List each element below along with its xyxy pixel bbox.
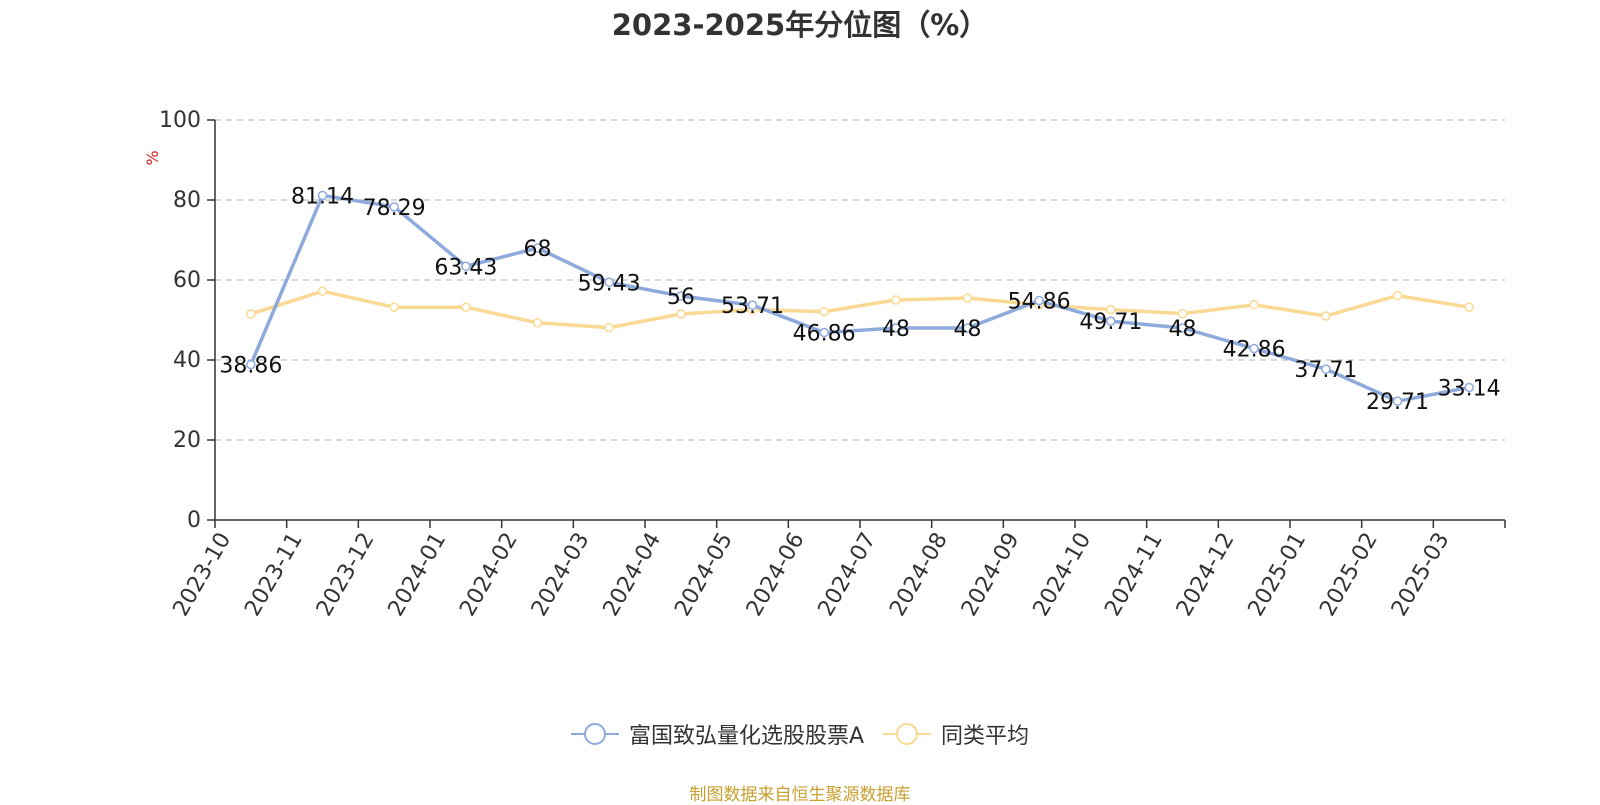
data-point[interactable]: [317, 190, 328, 201]
x-tick-label: 2024-12: [1172, 529, 1240, 621]
data-label: 78.29: [363, 196, 426, 221]
data-point[interactable]: [819, 306, 829, 317]
data-point[interactable]: [891, 323, 901, 333]
legend-label-peer-average: 同类平均: [941, 724, 1030, 749]
data-point[interactable]: [962, 293, 973, 303]
x-tick-label: 2025-02: [1315, 529, 1383, 621]
data-point[interactable]: [604, 322, 614, 333]
data-label: 54.86: [1008, 290, 1071, 315]
x-tick-label: 2024-07: [814, 529, 882, 621]
x-tick-label: 2024-08: [885, 529, 953, 621]
x-tick-label: 2024-03: [527, 529, 595, 621]
y-tick-label: 0: [187, 508, 201, 533]
data-label: 48: [882, 317, 910, 342]
data-point[interactable]: [891, 295, 901, 305]
data-point[interactable]: [1177, 308, 1188, 319]
data-label: 37.71: [1294, 358, 1357, 383]
series-lines: [246, 190, 1474, 406]
legend: 富国致弘量化选股股票A 同类平均: [0, 718, 1600, 753]
data-point[interactable]: [1464, 382, 1474, 393]
data-point[interactable]: [1392, 396, 1403, 406]
data-label: 33.14: [1438, 376, 1501, 401]
x-tick-label: 2023-12: [312, 529, 380, 621]
data-label: 48: [954, 317, 982, 342]
data-label: 53.71: [721, 294, 784, 319]
data-point[interactable]: [532, 243, 543, 253]
data-point[interactable]: [317, 286, 328, 296]
data-point[interactable]: [246, 309, 256, 319]
data-label: 46.86: [793, 322, 856, 347]
data-point[interactable]: [1321, 364, 1331, 374]
x-tick-label: 2024-05: [670, 529, 738, 621]
x-tick-label: 2024-06: [742, 529, 810, 621]
data-point[interactable]: [962, 323, 973, 333]
data-point[interactable]: [1034, 295, 1044, 306]
data-label: 81.14: [291, 184, 354, 209]
data-point[interactable]: [1392, 290, 1403, 301]
x-tick-label: 2025-03: [1387, 529, 1455, 621]
chart-title: 2023-2025年分位图（%）: [611, 8, 989, 42]
x-tick-label: 2023-11: [240, 529, 308, 621]
data-point[interactable]: [819, 327, 829, 338]
data-label: 38.86: [219, 354, 282, 379]
data-label: 56: [667, 285, 695, 310]
y-tick-label: 100: [159, 108, 201, 133]
data-point[interactable]: [1464, 302, 1474, 312]
data-point[interactable]: [246, 359, 256, 370]
legend-item-fund[interactable]: 富国致弘量化选股股票A: [570, 718, 865, 750]
x-tick-label: 2025-01: [1244, 529, 1312, 621]
x-tick-label: 2024-04: [599, 529, 667, 621]
y-tick-label: 20: [173, 428, 201, 453]
data-label: 68: [524, 237, 552, 262]
data-label: 42.86: [1223, 338, 1286, 363]
legend-label-fund: 富国致弘量化选股股票A: [628, 724, 865, 749]
data-label: 29.71: [1366, 390, 1429, 415]
data-point[interactable]: [1249, 343, 1259, 354]
data-point[interactable]: [461, 302, 471, 312]
y-tick-label: 60: [173, 268, 201, 293]
data-point[interactable]: [1106, 304, 1116, 315]
data-point[interactable]: [389, 202, 399, 212]
y-tick-label: 40: [173, 348, 201, 373]
data-point[interactable]: [461, 261, 471, 272]
grid-lines: [215, 119, 1505, 441]
data-point[interactable]: [747, 300, 758, 310]
source-note: 制图数据来自恒生聚源数据库: [689, 785, 911, 805]
y-tick-label: 80: [173, 188, 201, 213]
x-tick-label: 2024-02: [455, 529, 523, 621]
legend-marker-fund: [570, 723, 619, 745]
data-point[interactable]: [604, 277, 614, 288]
x-tick-label: 2024-11: [1100, 529, 1168, 621]
data-labels: 38.86 81.14 78.29 63.43 68 59.43 56 53.71 46.86 4…: [219, 184, 1500, 415]
data-label: 48: [1169, 317, 1197, 342]
x-tick-label: 2024-10: [1029, 529, 1097, 621]
data-point[interactable]: [1321, 311, 1331, 321]
data-point[interactable]: [532, 318, 543, 328]
y-axis-label: %: [143, 150, 162, 165]
x-tick-label: 2024-01: [384, 529, 452, 621]
data-point[interactable]: [1249, 300, 1259, 310]
x-tick-label: 2023-10: [169, 529, 237, 621]
data-label: 59.43: [578, 271, 641, 296]
data-point[interactable]: [389, 302, 399, 312]
data-point[interactable]: [1177, 323, 1188, 333]
data-point[interactable]: [676, 309, 686, 319]
x-tick-label: 2024-09: [957, 528, 1025, 620]
data-label: 49.71: [1079, 310, 1142, 335]
data-point[interactable]: [676, 291, 686, 301]
data-label: 63.43: [434, 255, 497, 280]
series-line-1: [250, 289, 1470, 330]
series-line-0: [249, 193, 1470, 403]
legend-item-peer-average[interactable]: 同类平均: [883, 718, 1029, 750]
data-point[interactable]: [1106, 316, 1116, 326]
legend-marker-peer-average: [883, 723, 932, 745]
